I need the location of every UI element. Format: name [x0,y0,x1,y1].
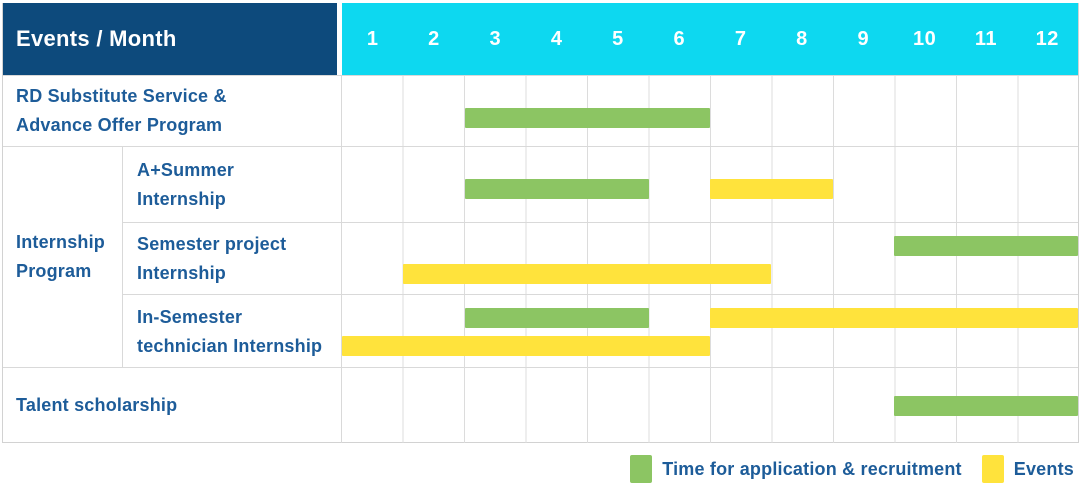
application-recruitment-bar [464,108,710,128]
group-label-line: Internship [16,232,106,252]
month-label: 8 [796,27,808,50]
application-legend-label: Time for application & recruitment [662,458,962,479]
row-label-rd-substitute: RD Substitute Service & Advance Offer Pr… [3,76,342,146]
month-label: 3 [489,27,502,50]
row-label-line: In-Semester [137,306,243,327]
timeline-talent-scholarship [342,368,1078,443]
legend: Time for application & recruitment Event… [630,450,1074,488]
row-label-line: A+Summer [137,159,235,180]
row-a-plus-summer: A+Summer Internship [123,147,1078,222]
month-label: 10 [912,27,937,50]
group-label-internship-program: Internship Program [3,147,123,367]
legend-item-application: Time for application & recruitment [630,455,962,483]
timeline-a-plus-summer [342,147,1078,222]
header-row: Events / Month 1 2 3 4 5 6 7 8 9 10 11 12 [3,3,1078,75]
events-legend-swatch [981,455,1004,483]
application-recruitment-bar [894,395,1078,416]
row-label-line: RD Substitute Service & [16,86,227,106]
row-label-in-semester-technician: In-Semester technician Internship [123,295,342,368]
timeline-semester-project [342,223,1078,294]
application-legend-swatch [630,455,653,483]
row-label-line: Advance Offer Program [16,115,223,135]
events-bar [710,308,1078,328]
month-label: 6 [673,27,686,50]
month-label: 11 [974,27,998,50]
row-label-line: Talent scholarship [16,395,178,415]
month-label: 7 [734,27,747,50]
events-legend-label: Events [1013,458,1074,479]
row-label-semester-project: Semester project Internship [123,223,342,294]
month-label: 12 [1035,27,1059,50]
events-bar [342,336,710,356]
row-label-line: Semester project [137,233,287,254]
events-bar [403,264,772,284]
gantt-table: Events / Month 1 2 3 4 5 6 7 8 9 10 11 12 RD Substi… [2,3,1079,443]
internship-program-rows: A+Summer Internship Semester project Int… [123,147,1078,368]
header-divider [337,3,342,75]
group-label-line: Program [16,261,92,281]
month-header: 1 2 3 4 5 6 7 8 9 10 11 12 [342,3,1078,75]
row-in-semester-technician: In-Semester technician Internship [123,294,1078,368]
row-label-a-plus-summer: A+Summer Internship [123,147,342,222]
row-rd-substitute: RD Substitute Service & Advance Offer Pr… [3,75,1078,146]
row-label-talent-scholarship: Talent scholarship [3,368,342,443]
timeline-rd-substitute [342,76,1078,146]
events-bar [710,179,833,199]
row-label-line: Internship [137,188,227,209]
row-semester-project: Semester project Internship [123,222,1078,294]
row-label-line: Internship [137,262,227,283]
timeline-in-semester-technician [342,295,1078,368]
row-talent-scholarship: Talent scholarship [3,367,1078,443]
application-recruitment-bar [464,308,649,328]
events-month-header: Events / Month [3,3,337,75]
month-label: 1 [366,27,379,50]
application-recruitment-bar [894,236,1078,256]
internship-program-group: Internship Program A+Summer Internship S… [3,146,1078,368]
row-label-line: technician Internship [137,335,323,356]
month-label: 9 [857,27,870,50]
legend-item-events: Events [981,455,1074,483]
month-label: 2 [428,27,440,50]
application-recruitment-bar [464,179,649,199]
month-label: 5 [612,27,624,50]
month-label: 4 [550,27,563,50]
